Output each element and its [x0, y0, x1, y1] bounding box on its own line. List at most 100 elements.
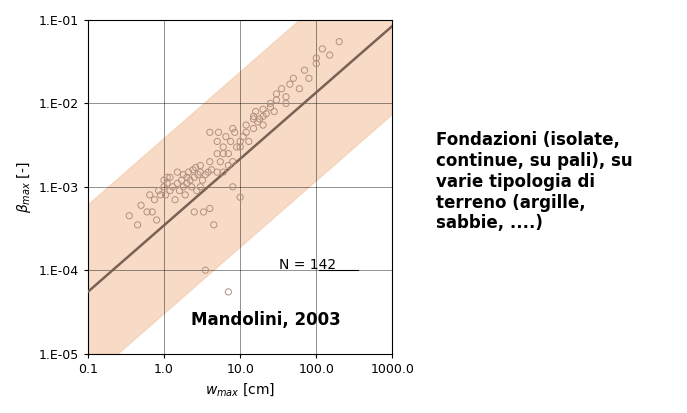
Point — [334, 38, 345, 45]
Point — [223, 150, 234, 157]
Point — [155, 192, 166, 198]
Point — [240, 129, 251, 135]
Point — [258, 122, 269, 128]
Point — [258, 106, 269, 113]
Point — [212, 169, 223, 176]
Point — [135, 202, 146, 209]
Point — [213, 129, 224, 135]
Point — [195, 183, 206, 190]
Point — [204, 129, 215, 135]
Point — [195, 169, 206, 176]
Point — [208, 221, 219, 228]
Point — [170, 197, 181, 203]
Point — [248, 113, 259, 120]
Point — [235, 194, 246, 201]
Point — [159, 177, 170, 183]
Point — [221, 133, 232, 140]
Point — [144, 192, 155, 198]
Point — [225, 138, 236, 145]
Point — [164, 188, 175, 194]
Point — [269, 108, 280, 115]
Point — [212, 150, 223, 157]
Point — [317, 45, 328, 52]
Point — [243, 138, 254, 145]
Point — [215, 159, 226, 165]
Point — [294, 85, 305, 92]
Point — [149, 197, 160, 203]
Point — [142, 209, 153, 215]
Point — [167, 183, 178, 190]
Point — [180, 192, 191, 198]
Point — [254, 116, 265, 122]
Point — [227, 159, 238, 165]
Point — [203, 169, 214, 176]
Point — [132, 221, 143, 228]
X-axis label: $w_{max}$ [cm]: $w_{max}$ [cm] — [205, 381, 275, 398]
Y-axis label: $\beta_{max}$ [-]: $\beta_{max}$ [-] — [15, 161, 33, 213]
Point — [174, 188, 185, 194]
Point — [172, 169, 183, 176]
Point — [248, 125, 259, 132]
Point — [188, 166, 199, 173]
Point — [178, 171, 189, 178]
Point — [258, 113, 269, 120]
Text: N = 142: N = 142 — [279, 258, 336, 272]
Point — [190, 164, 201, 171]
Point — [271, 97, 282, 103]
Point — [189, 174, 200, 180]
Point — [186, 183, 197, 190]
Point — [204, 159, 215, 165]
Point — [160, 192, 171, 198]
Point — [288, 75, 299, 82]
Point — [223, 289, 234, 295]
Text: Fondazioni (isolate,
continue, su pali), su
varie tipologia di
terreno (argille,: Fondazioni (isolate, continue, su pali),… — [436, 131, 633, 233]
Point — [265, 100, 276, 107]
Point — [178, 183, 189, 190]
Point — [280, 100, 291, 107]
Point — [204, 205, 215, 212]
Point — [164, 174, 175, 180]
Point — [161, 180, 172, 187]
Point — [189, 209, 200, 215]
Point — [197, 177, 208, 183]
Point — [176, 177, 187, 183]
Point — [238, 133, 249, 140]
Point — [153, 188, 164, 194]
Point — [227, 183, 238, 190]
Point — [124, 212, 135, 219]
Point — [172, 180, 183, 187]
Text: Mandolini, 2003: Mandolini, 2003 — [192, 311, 341, 330]
Point — [324, 52, 335, 58]
Point — [218, 144, 229, 150]
Point — [235, 138, 246, 145]
Point — [304, 75, 315, 82]
Point — [311, 60, 322, 67]
Point — [311, 55, 322, 62]
Point — [265, 104, 276, 111]
Point — [250, 108, 261, 115]
Point — [195, 162, 206, 169]
Point — [248, 116, 259, 122]
Point — [198, 209, 209, 215]
Point — [159, 183, 170, 190]
Point — [206, 166, 217, 173]
Point — [200, 267, 211, 273]
Point — [151, 217, 162, 223]
Point — [181, 174, 192, 180]
Point — [192, 171, 203, 178]
Point — [147, 209, 158, 215]
Point — [252, 119, 263, 125]
Point — [240, 122, 251, 128]
Point — [271, 90, 282, 97]
Point — [229, 129, 240, 135]
Point — [276, 85, 287, 92]
Point — [200, 171, 211, 178]
Point — [183, 169, 194, 176]
Point — [284, 81, 295, 88]
Point — [280, 93, 291, 100]
Point — [181, 180, 192, 187]
Point — [185, 177, 196, 183]
Point — [212, 138, 223, 145]
Point — [260, 111, 271, 117]
Point — [235, 144, 246, 150]
